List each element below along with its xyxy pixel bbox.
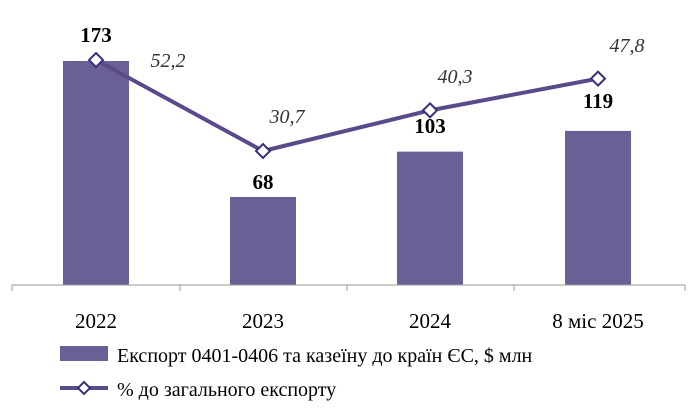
legend-line-marker [76,380,92,396]
bar-value-label: 173 [80,23,112,47]
bar-value-label: 68 [253,170,274,194]
line-value-label: 30,7 [269,106,306,128]
line-marker [254,142,272,160]
line-percent-series [95,58,599,153]
bar-8-міс-2025 [565,130,631,285]
bars-group [63,61,631,285]
line-value-label: 52,2 [151,50,186,72]
bar-value-label: 119 [583,89,613,113]
line-value-label: 47,8 [610,35,645,57]
legend: Експорт 0401-0406 та казеїну до країн ЄС… [60,345,533,401]
legend-line-label: % до загального експорту [117,379,336,401]
line-value-labels: 52,2 30,7 40,3 47,8 [151,35,645,128]
x-tick-labels: 2022 2023 2024 8 міс 2025 [75,309,644,333]
line-value-label: 40,3 [438,66,473,88]
line-marker [87,51,105,69]
bar-2022 [63,61,129,285]
line-series [87,51,607,160]
bar-2023 [230,196,296,285]
x-axis-ticks [11,285,686,291]
legend-bar-swatch [60,346,108,361]
line-marker [589,70,607,88]
x-tick-label: 2023 [242,309,284,333]
bar-2024 [397,151,463,285]
legend-bar-label: Експорт 0401-0406 та казеїну до країн ЄС… [117,345,533,367]
x-tick-label: 2022 [75,309,117,333]
line-marker [421,101,439,119]
x-tick-label: 8 міс 2025 [552,309,643,333]
x-tick-label: 2024 [409,309,452,333]
